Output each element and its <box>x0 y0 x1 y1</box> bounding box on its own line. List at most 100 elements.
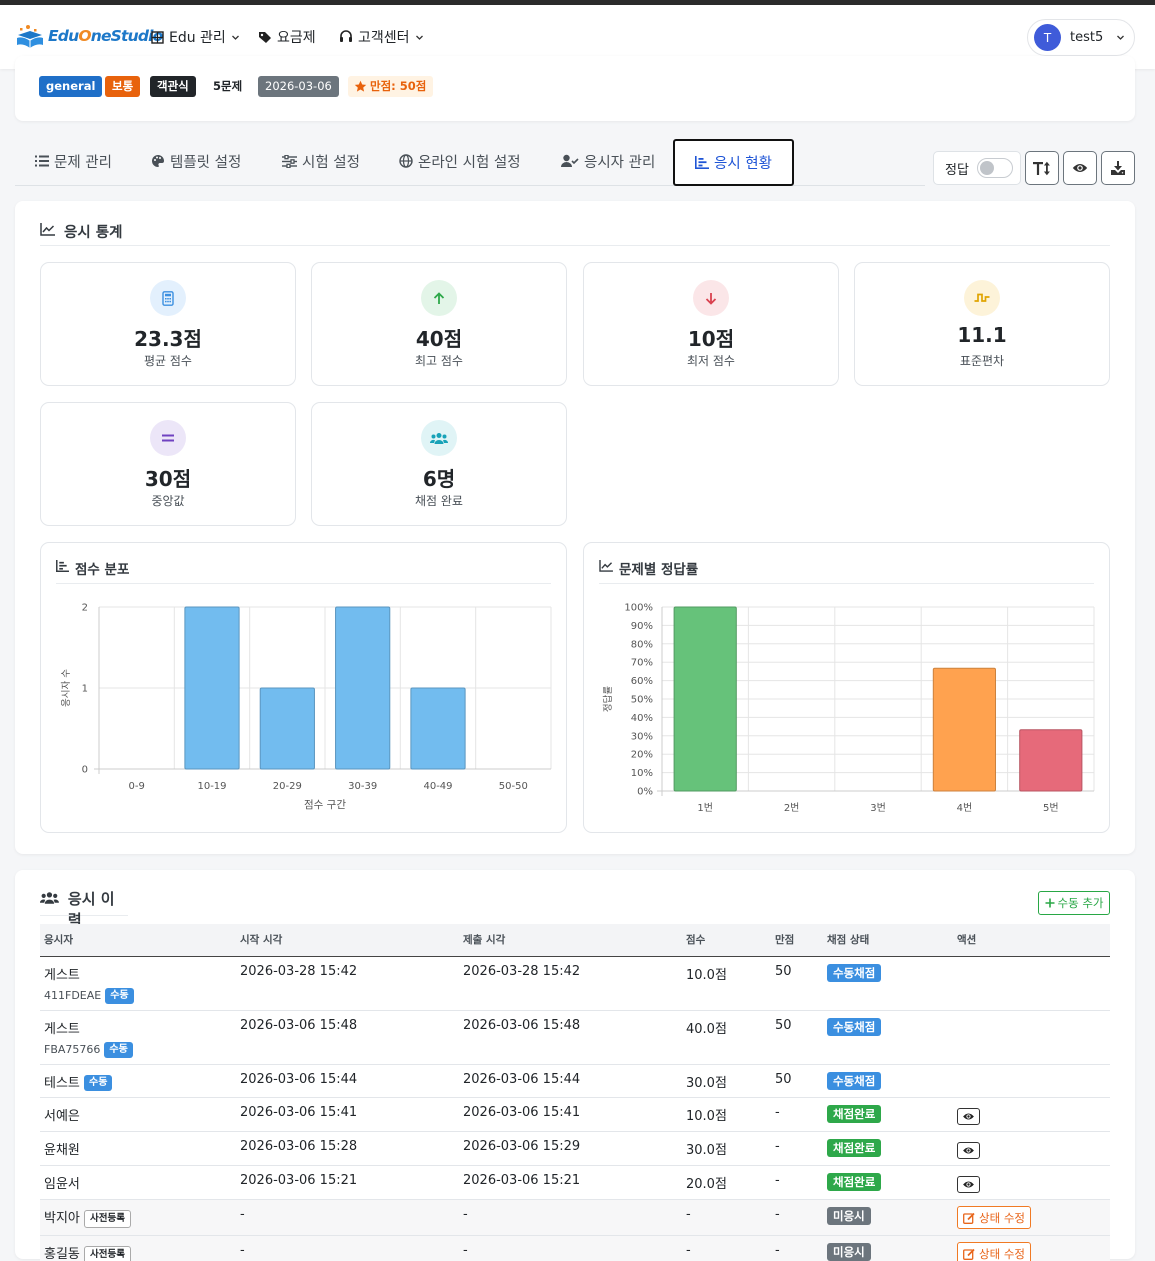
y-tick-label: 80% <box>631 639 653 650</box>
exam-history-card: 응시 이력 수동 추가 응시자 시작 시각 제출 시각 점수 만점 채점 상태 … <box>15 870 1135 1261</box>
grading-status-badge: 채점완료 <box>827 1139 882 1157</box>
start-time: 2026-03-06 15:41 <box>236 1097 459 1132</box>
y-tick-label: 60% <box>631 676 653 687</box>
brand-logo[interactable]: EduOneStudio <box>15 21 163 51</box>
tab-template-settings[interactable]: 템플릿 설정 <box>151 139 241 183</box>
column-header: 액션 <box>953 924 1110 957</box>
bar <box>932 667 997 792</box>
y-tick-label: 0 <box>82 765 88 776</box>
tab-label: 응시 현황 <box>714 156 772 172</box>
y-tick-label: 2 <box>82 603 88 614</box>
manual-badge: 수동 <box>105 987 134 1004</box>
stat-card-average: 23.3점 평균 점수 <box>40 262 296 386</box>
stat-card-stddev: 11.1 표준편차 <box>854 262 1110 386</box>
table-row: 테스트 수동 2026-03-06 15:44 2026-03-06 15:44… <box>40 1064 1110 1098</box>
score-distribution-chart: 0 1 2 0-9 10-19 20-29 30-39 40-49 50-50 점수 구간 응시자 … <box>61 603 552 811</box>
bar-chart-icon <box>56 560 69 572</box>
tab-examinee-manage[interactable]: 응시자 관리 <box>561 139 655 183</box>
y-tick-label: 0% <box>637 787 653 798</box>
submit-time: 2026-03-28 15:42 <box>459 956 682 1011</box>
stat-label: 중앙값 <box>151 494 185 508</box>
view-result-button[interactable] <box>957 1108 980 1125</box>
y-tick-label: 50% <box>631 695 653 706</box>
tab-label: 문제 관리 <box>54 154 112 171</box>
x-tick-label: 4번 <box>957 802 973 814</box>
edit-icon <box>963 1212 975 1224</box>
history-section-title: 응시 이력 <box>40 888 128 929</box>
table-row: 윤채원 2026-03-06 15:28 2026-03-06 15:29 30… <box>40 1131 1110 1166</box>
examinee-name: 윤채원 <box>40 1131 236 1166</box>
tab-online-exam-settings[interactable]: 온라인 시험 설정 <box>399 139 521 183</box>
x-axis-title: 점수 구간 <box>304 799 346 811</box>
exam-info-card: general 보통 객관식 5문제 2026-03-06 만점: 50점 <box>15 56 1135 121</box>
y-tick-label: 90% <box>631 621 653 632</box>
add-manual-button[interactable]: 수동 추가 <box>1038 891 1110 915</box>
grading-status-badge: 미응시 <box>827 1243 871 1261</box>
table-row: 임윤서 2026-03-06 15:21 2026-03-06 15:21 20… <box>40 1165 1110 1200</box>
view-result-button[interactable] <box>957 1176 980 1193</box>
nav-edu-manage[interactable]: Edu 관리 <box>151 27 240 47</box>
submit-time: 2026-03-06 15:41 <box>459 1097 682 1132</box>
answer-toggle-label: 정답 <box>945 162 969 178</box>
nav-pricing[interactable]: 요금제 <box>258 27 316 47</box>
full-score: - <box>771 1097 823 1132</box>
nav-support[interactable]: 고객센터 <box>339 27 424 47</box>
stat-value: 10점 <box>687 327 735 351</box>
table-row: 서예은 2026-03-06 15:41 2026-03-06 15:41 10… <box>40 1097 1110 1132</box>
preview-button[interactable] <box>1063 151 1097 185</box>
user-check-icon <box>561 154 579 167</box>
edit-status-button[interactable]: 상태 수정 <box>957 1242 1031 1261</box>
tab-exam-settings[interactable]: 시험 설정 <box>282 139 360 183</box>
stat-label: 표준편차 <box>959 354 1005 368</box>
tab-label: 템플릿 설정 <box>170 154 242 171</box>
edit-status-button[interactable]: 상태 수정 <box>957 1206 1031 1229</box>
stats-section-title: 응시 통계 <box>40 221 1110 246</box>
nav-pricing-label: 요금제 <box>277 30 316 46</box>
x-tick-label: 30-39 <box>348 781 377 792</box>
grading-status-badge: 미응시 <box>827 1207 871 1225</box>
grading-status-badge: 채점완료 <box>827 1173 882 1191</box>
tab-label: 응시자 관리 <box>584 154 656 171</box>
bar <box>673 606 737 792</box>
submit-time: 2026-03-06 15:48 <box>459 1010 682 1065</box>
manual-badge: 수동 <box>104 1041 133 1058</box>
user-menu[interactable]: T test5 <box>1027 19 1135 56</box>
view-result-button[interactable] <box>957 1142 980 1159</box>
answer-toggle-group: 정답 <box>933 151 1021 185</box>
stat-value: 30점 <box>144 467 192 491</box>
column-header: 응시자 <box>40 924 236 957</box>
column-header: 시작 시각 <box>236 924 459 957</box>
stat-value: 11.1 <box>957 323 1007 347</box>
table-header-row: 응시자 시작 시각 제출 시각 점수 만점 채점 상태 액션 <box>40 924 1110 957</box>
examinee-name: 홍길동 <box>44 1247 80 1261</box>
sliders-icon <box>282 154 297 168</box>
examinee-name: 서예은 <box>40 1097 236 1132</box>
examinee-code: 411FDEAE <box>44 989 102 1002</box>
download-button[interactable] <box>1101 151 1135 185</box>
full-score: - <box>771 1199 823 1236</box>
bar <box>184 606 240 770</box>
answer-toggle-switch[interactable] <box>976 158 1013 178</box>
table-row: 박지아 사전등록 - - - - 미응시 상태 수정 <box>40 1199 1110 1236</box>
x-tick-label: 20-29 <box>273 781 302 792</box>
stat-card-graded: 6명 채점 완료 <box>311 402 567 526</box>
submit-time: 2026-03-06 15:21 <box>459 1165 682 1200</box>
nav-edu-manage-label: Edu 관리 <box>169 30 226 46</box>
action-cell <box>953 1010 1110 1065</box>
headset-icon <box>340 30 352 42</box>
chart-title-text: 문제별 정답률 <box>619 562 699 578</box>
chart-title-text: 점수 분포 <box>75 562 130 578</box>
y-tick-label: 30% <box>631 731 653 742</box>
font-size-button[interactable] <box>1025 151 1059 185</box>
bar <box>1019 729 1083 792</box>
y-axis-title: 정답률 <box>602 686 614 712</box>
table-row: 게스트 411FDEAE 수동 2026-03-28 15:42 2026-03-… <box>40 956 1110 1011</box>
tab-question-manage[interactable]: 문제 관리 <box>35 139 112 183</box>
grading-status-badge: 수동채점 <box>827 963 882 982</box>
window-top-border <box>0 0 1155 5</box>
logo-book-icon <box>17 25 43 48</box>
start-time: 2026-03-28 15:42 <box>236 956 459 1011</box>
y-tick-label: 70% <box>631 658 653 669</box>
line-chart-icon <box>40 223 55 236</box>
tab-exam-status[interactable]: 응시 현황 <box>673 139 794 186</box>
